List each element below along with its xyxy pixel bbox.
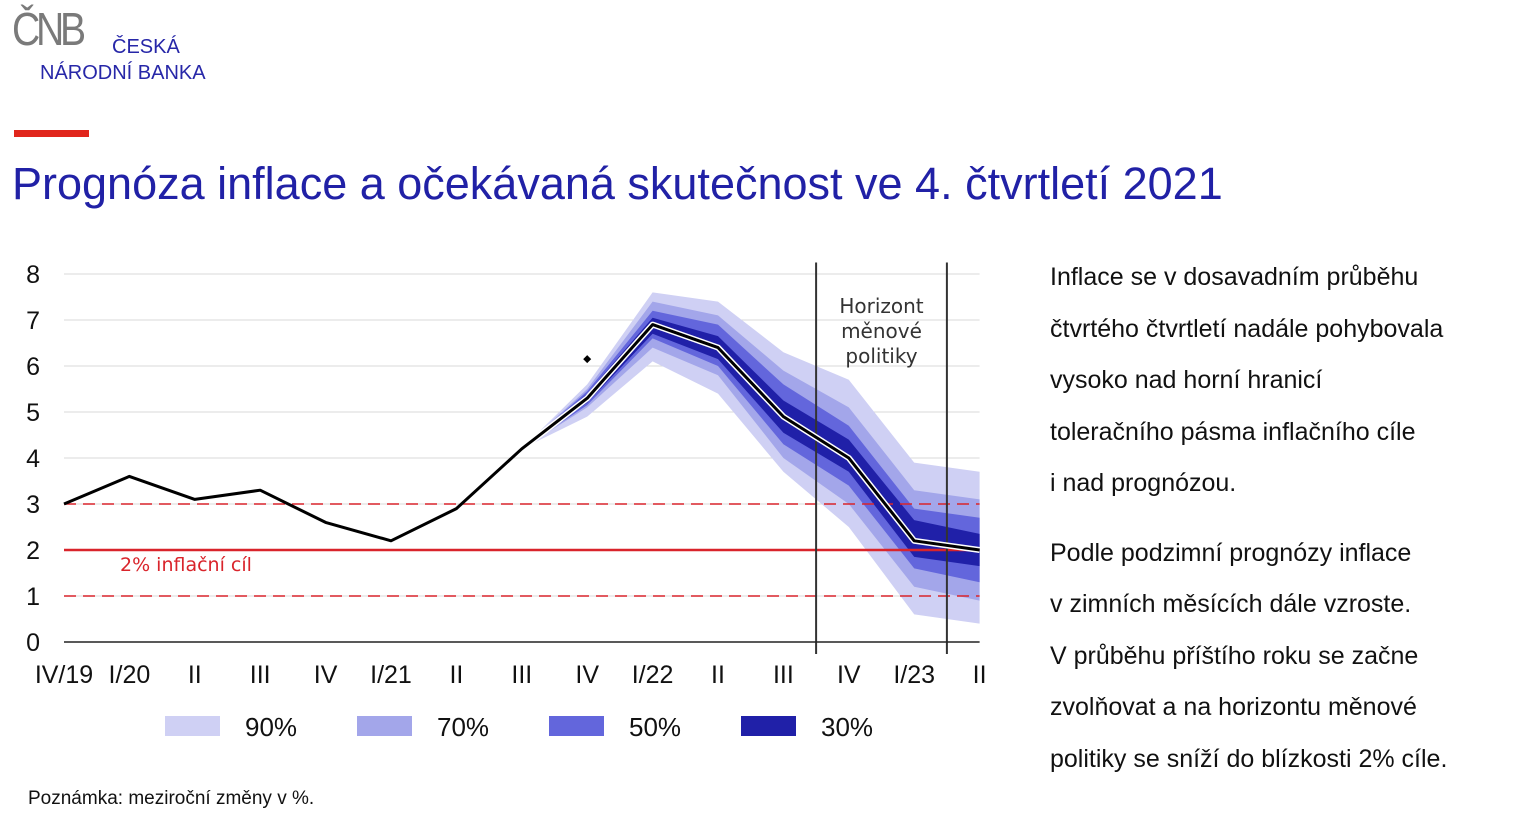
- y-tick-label: 4: [26, 445, 40, 473]
- y-tick-label: 0: [26, 629, 40, 657]
- x-tick-label: III: [250, 661, 271, 689]
- y-tick-label: 2: [26, 537, 40, 565]
- x-tick-label: III: [511, 661, 532, 689]
- legend-swatch-30: [741, 716, 796, 736]
- x-tick-label: IV: [314, 661, 338, 689]
- legend-label-30: 30%: [821, 712, 874, 742]
- commentary-paragraph-2: Podle podzimní prognózy inflace v zimníc…: [1050, 538, 1448, 773]
- commentary: Inflace se v dosavadním průběhu čtvrtého…: [1050, 252, 1510, 803]
- accent-rule: [14, 130, 89, 137]
- x-tick-label: I/21: [370, 661, 412, 689]
- legend-swatch-50: [549, 716, 604, 736]
- legend-label-70: 70%: [437, 712, 490, 742]
- cnb-logo: ČNB ČESKÁ NÁRODNÍ BANKA: [12, 4, 242, 84]
- logo-text-line2: NÁRODNÍ BANKA: [40, 62, 206, 84]
- y-tick-label: 8: [26, 261, 40, 289]
- legend-label-50: 50%: [629, 712, 682, 742]
- logo-text-line1: ČESKÁ: [112, 36, 180, 58]
- y-tick-label: 6: [26, 353, 40, 381]
- x-tick-label: I/20: [109, 661, 151, 689]
- x-tick-label: IV: [837, 661, 861, 689]
- x-tick-label: IV/19: [35, 661, 93, 689]
- y-tick-label: 3: [26, 491, 40, 519]
- inflation-fan-chart: 0 1 2 3 4 5 6 7 8 2% inflační cíl Horizontměnovépo…: [26, 261, 987, 689]
- chart-note: Poznámka: meziroční změny v %.: [28, 788, 315, 809]
- inflation-line: [63, 323, 980, 552]
- horizon-annotation-line: Horizont: [839, 294, 923, 318]
- y-tick-label: 1: [26, 583, 40, 611]
- y-tick-label: 5: [26, 399, 40, 427]
- slide-title: Prognóza inflace a očekávaná skutečnost …: [12, 158, 1223, 209]
- x-tick-label: II: [973, 661, 987, 689]
- x-tick-label: II: [188, 661, 202, 689]
- legend-swatch-90: [165, 716, 220, 736]
- chart-legend: 90% 70% 50% 30%: [165, 712, 925, 744]
- inflation-target-label: 2% inflační cíl: [120, 554, 252, 576]
- x-tick-label: I/23: [893, 661, 935, 689]
- expected-outcome-point: [583, 355, 592, 364]
- logo-mark: ČNB: [12, 3, 86, 55]
- legend-swatch-70: [357, 716, 412, 736]
- y-tick-label: 7: [26, 307, 40, 335]
- x-tick-label: II: [711, 661, 725, 689]
- horizon-annotation-line: politiky: [845, 344, 917, 368]
- x-tick-label: III: [773, 661, 794, 689]
- x-tick-label: II: [449, 661, 463, 689]
- commentary-paragraph-1: Inflace se v dosavadním průběhu čtvrtého…: [1050, 263, 1444, 497]
- x-tick-label: I/22: [632, 661, 674, 689]
- legend-label-90: 90%: [245, 712, 298, 742]
- fan-band-90: [521, 292, 980, 624]
- horizon-annotation-line: měnové: [841, 319, 922, 343]
- x-tick-label: IV: [575, 661, 599, 689]
